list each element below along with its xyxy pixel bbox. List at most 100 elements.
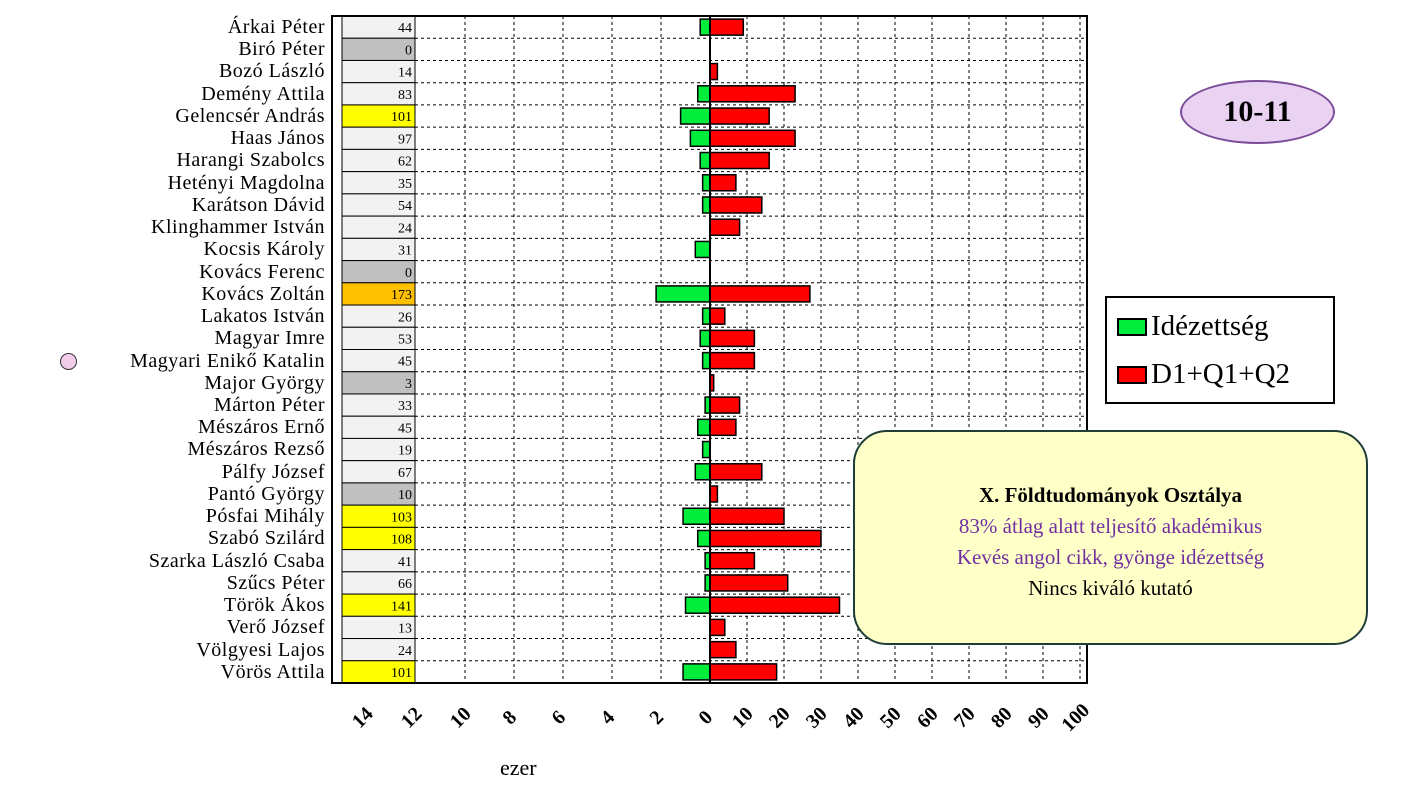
value-cell-label: 10 (398, 488, 412, 503)
value-cell-label: 173 (391, 288, 412, 303)
category-label: Török Ákos (223, 594, 325, 617)
bar-citations (655, 285, 711, 303)
bar-papers (709, 307, 726, 325)
plot-border (331, 15, 1088, 684)
bar-papers (709, 396, 741, 414)
info-line-3: Nincs kiváló kutató (1028, 576, 1193, 600)
tick-label-left: 14 (348, 703, 378, 733)
bar-papers (709, 196, 763, 214)
category-label: Demény Attila (201, 82, 325, 105)
bar-citations (679, 107, 711, 125)
bar-papers (709, 640, 737, 659)
category-label: Lakatos István (200, 305, 325, 328)
tick-label-left: 8 (498, 706, 521, 729)
category-label: Pálfy József (221, 460, 325, 483)
legend-item-papers: D1+Q1+Q2 (1117, 358, 1290, 391)
bar-citations (699, 151, 711, 170)
tick-label-right: 30 (802, 703, 832, 733)
bar-papers (709, 574, 789, 592)
value-cell-label: 62 (398, 155, 412, 170)
category-label: Mészáros Ernő (197, 416, 325, 439)
value-cell-label: 19 (398, 444, 412, 459)
value-cell-label: 31 (398, 244, 412, 259)
bar-papers (709, 329, 756, 348)
bar-citations (694, 463, 711, 481)
value-cell-label: 103 (391, 510, 412, 525)
value-cell-label: 54 (398, 199, 412, 214)
category-label: Szűcs Péter (226, 571, 325, 594)
value-cell-label: 66 (398, 577, 412, 592)
bar-citations (701, 196, 711, 214)
tick-label-right: 40 (839, 703, 869, 733)
x-axis-label: ezer (500, 755, 537, 780)
tick-label-right: 100 (1057, 699, 1094, 736)
tick-label-right: 10 (728, 703, 758, 733)
bar-citations (697, 418, 711, 437)
value-cell-label: 14 (398, 66, 412, 81)
category-label: Kovács Ferenc (199, 260, 325, 283)
bar-papers (709, 618, 726, 637)
bar-papers (709, 351, 756, 370)
bar-papers (709, 418, 737, 437)
tick-label-left: 10 (446, 703, 476, 733)
value-cell-label: 24 (398, 644, 412, 659)
category-label: Márton Péter (214, 393, 325, 416)
bar-citations (694, 240, 711, 259)
tick-label-left: 12 (397, 703, 427, 733)
bar-papers (709, 62, 719, 81)
tick-label-left: 2 (645, 706, 668, 729)
category-label: Vörös Attila (220, 660, 325, 683)
bar-citations (699, 18, 711, 36)
bar-citations (682, 507, 711, 526)
value-cell-label: 101 (391, 666, 412, 681)
tick-label-right: 90 (1024, 703, 1054, 733)
category-label: Kocsis Károly (203, 238, 325, 261)
category-label: Karátson Dávid (191, 193, 325, 216)
category-label: Magyar Imre (214, 327, 325, 350)
bar-papers (709, 107, 770, 125)
value-cell-label: 13 (398, 622, 412, 637)
bar-citations (701, 440, 711, 459)
value-cell-label: 101 (391, 110, 412, 125)
tick-label-right: 80 (987, 703, 1017, 733)
value-cell-label: 35 (398, 177, 412, 192)
bar-citations (701, 307, 711, 325)
bar-citations (684, 596, 711, 614)
legend-swatch-papers (1117, 365, 1147, 384)
info-line-2: Kevés angol cikk, gyönge idézettség (956, 545, 1265, 569)
bar-citations (682, 663, 711, 681)
bar-citations (701, 173, 711, 192)
bar-papers (709, 507, 785, 526)
value-cell-label: 45 (398, 355, 412, 370)
value-cell-label: 141 (391, 599, 412, 614)
bar-citations (697, 85, 711, 103)
value-cell-label: 83 (398, 88, 412, 103)
category-label: Gelencsér András (175, 104, 325, 127)
category-label: Szarka László Csaba (148, 549, 325, 572)
highlight-marker-dot (60, 352, 77, 370)
category-label: Klinghammer István (151, 216, 325, 239)
info-box: X. Földtudományok Osztálya 83% átlag ala… (853, 430, 1368, 645)
tick-label-right: 60 (913, 703, 943, 733)
value-cell-label: 0 (405, 43, 412, 58)
bar-papers (709, 596, 841, 614)
category-label: Haas János (230, 127, 325, 150)
bar-papers (709, 151, 770, 170)
category-label: Verő József (226, 616, 325, 639)
value-cell-label: 26 (398, 310, 412, 325)
tick-label-right: 70 (950, 703, 980, 733)
category-label: Harangi Szabolcs (176, 149, 325, 172)
category-label: Pósfai Mihály (205, 505, 325, 528)
category-label: Biró Péter (238, 38, 325, 61)
legend-label-citations: Idézettség (1151, 310, 1269, 342)
badge-text: 10-11 (1223, 95, 1292, 128)
category-label: Kovács Zoltán (201, 282, 325, 305)
bar-papers (709, 285, 811, 303)
category-label: Szabó Szilárd (207, 527, 325, 550)
bar-citations (689, 129, 711, 148)
value-cell-label: 44 (398, 21, 412, 36)
bar-papers (709, 129, 796, 148)
bar-citations (697, 529, 711, 548)
value-cell-label: 0 (405, 266, 412, 281)
bar-papers (709, 663, 778, 681)
